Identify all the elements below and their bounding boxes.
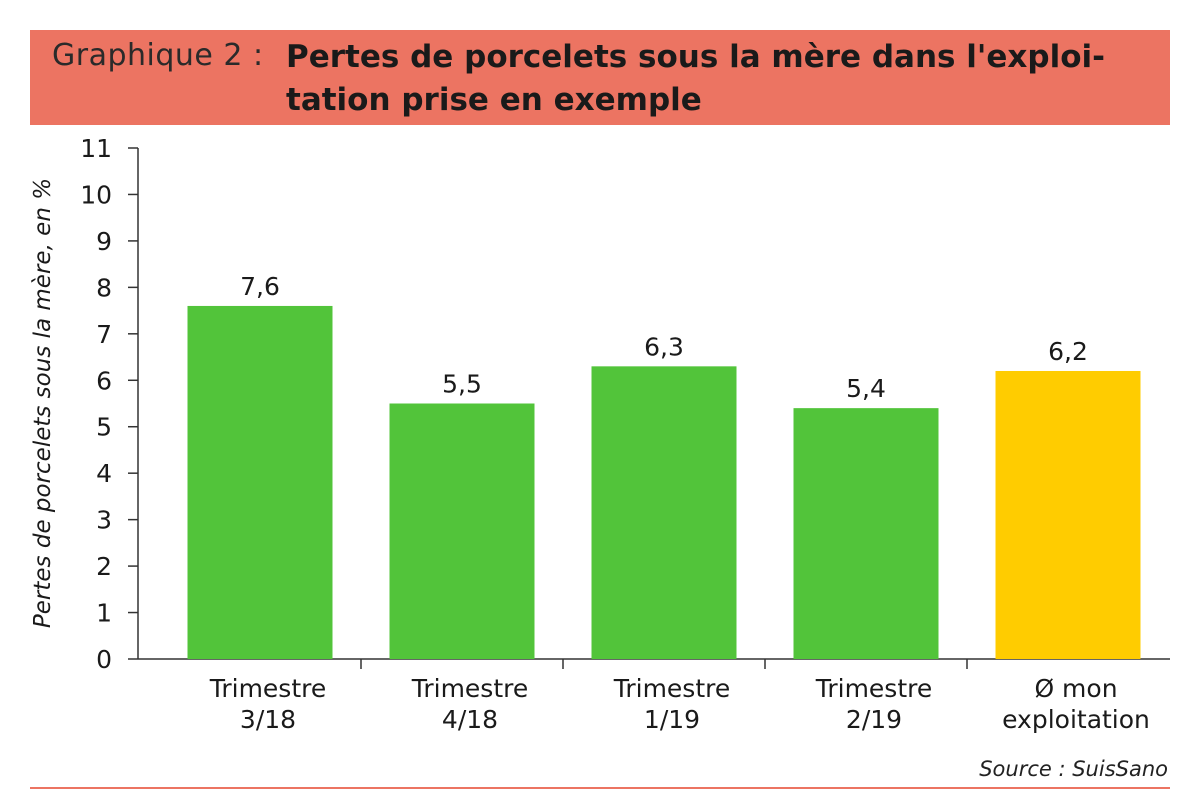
x-category-label: 2/19 [846,705,902,734]
bar-value-label: 6,2 [1048,337,1088,366]
y-tick-label: 6 [96,366,112,395]
y-tick-label: 3 [96,506,112,535]
x-category-label: Ø mon [1034,674,1117,703]
y-axis-title: Pertes de porcelets sous la mère, en % [30,178,56,628]
y-tick-label: 11 [80,134,112,163]
bar [995,370,1141,659]
footer-divider [30,787,1170,789]
y-tick-label: 10 [80,180,112,209]
x-category-label: Trimestre [411,674,529,703]
y-tick-label: 7 [96,320,112,349]
chart-number-label: Graphique 2 : [52,38,264,73]
y-tick-label: 1 [96,599,112,628]
y-tick-label: 4 [96,459,112,488]
bar-value-label: 5,4 [846,374,886,403]
bar-value-label: 6,3 [644,332,684,361]
bar [793,408,939,659]
bar [591,366,737,659]
x-category-label: exploitation [1002,705,1150,734]
y-tick-label: 2 [96,552,112,581]
x-category-label: 3/18 [240,705,296,734]
x-category-label: Trimestre [613,674,731,703]
y-tick-label: 9 [96,227,112,256]
source-note: Source : SuisSano [979,757,1168,781]
bar-value-label: 5,5 [442,370,482,399]
bar [187,305,333,659]
bar-value-label: 7,6 [240,272,280,301]
y-tick-label: 5 [96,413,112,442]
chart-title: Pertes de porcelets sous la mère dans l'… [286,39,1106,118]
x-category-label: Trimestre [815,674,933,703]
bar [389,403,535,659]
x-category-label: 1/19 [644,705,700,734]
y-tick-label: 0 [96,645,112,674]
chart-header-banner: Graphique 2 : Pertes de porcelets sous l… [30,30,1170,125]
x-category-label: 4/18 [442,705,498,734]
x-category-label: Trimestre [209,674,327,703]
y-tick-label: 8 [96,273,112,302]
